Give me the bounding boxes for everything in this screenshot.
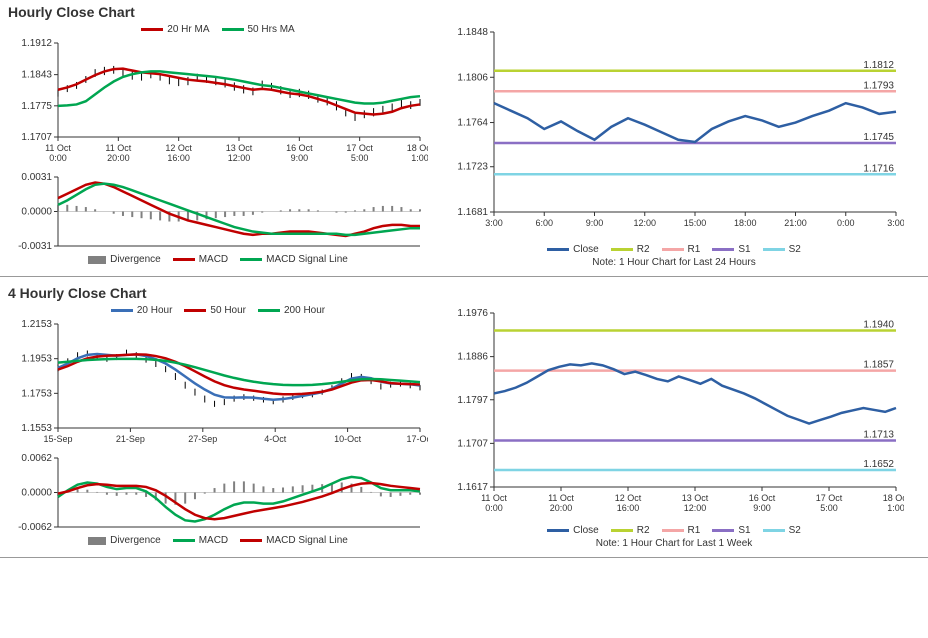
svg-text:1.1745: 1.1745 — [863, 132, 894, 143]
svg-text:15:00: 15:00 — [684, 218, 707, 228]
four-hourly-price-legend: 20 Hour50 Hour200 Hour — [8, 305, 428, 316]
svg-text:1.1764: 1.1764 — [457, 118, 488, 129]
svg-text:11 Oct: 11 Oct — [105, 143, 131, 153]
svg-text:5:00: 5:00 — [351, 153, 369, 163]
svg-text:1.1707: 1.1707 — [457, 438, 488, 449]
svg-text:3:00: 3:00 — [887, 218, 904, 228]
svg-text:16:00: 16:00 — [617, 503, 640, 513]
svg-text:12 Oct: 12 Oct — [165, 143, 192, 153]
hourly-macd-legend: DivergenceMACDMACD Signal Line — [8, 254, 428, 265]
svg-text:17-Oct: 17-Oct — [406, 434, 428, 444]
svg-text:20:00: 20:00 — [107, 153, 130, 163]
four-hourly-macd-chart: -0.0062 0.0000 0.0062 — [8, 448, 428, 533]
svg-text:1.1716: 1.1716 — [863, 163, 894, 174]
four-hourly-macd-legend: DivergenceMACDMACD Signal Line — [8, 535, 428, 546]
svg-text:1.1886: 1.1886 — [457, 352, 488, 363]
svg-text:21-Sep: 21-Sep — [116, 434, 145, 444]
four-hourly-sr-chart: 1.16171.17071.17971.18861.197611 Oct0:00… — [444, 303, 904, 523]
svg-text:1.1940: 1.1940 — [863, 319, 894, 330]
svg-text:11 Oct: 11 Oct — [481, 493, 507, 503]
four-hourly-section: 4 Hourly Close Chart 20 Hour50 Hour200 H… — [0, 281, 928, 553]
divider-bottom — [0, 557, 928, 558]
svg-text:0:00: 0:00 — [837, 218, 855, 228]
svg-text:1.1753: 1.1753 — [21, 388, 52, 399]
svg-text:0:00: 0:00 — [49, 153, 67, 163]
hourly-section: Hourly Close Chart 20 Hr MA50 Hrs MA 1.1… — [0, 0, 928, 272]
svg-text:13 Oct: 13 Oct — [226, 143, 253, 153]
svg-text:1.1713: 1.1713 — [863, 429, 894, 440]
svg-text:1.1797: 1.1797 — [457, 395, 488, 406]
svg-text:1.1553: 1.1553 — [21, 423, 52, 434]
svg-text:27-Sep: 27-Sep — [188, 434, 217, 444]
svg-text:18:00: 18:00 — [734, 218, 757, 228]
svg-text:11 Oct: 11 Oct — [548, 493, 574, 503]
svg-text:0:00: 0:00 — [485, 503, 503, 513]
svg-text:-0.0031: -0.0031 — [18, 241, 52, 252]
svg-text:17 Oct: 17 Oct — [816, 493, 843, 503]
four-hourly-sr-legend: CloseR2R1S1S2 — [444, 525, 904, 536]
svg-text:1:00: 1:00 — [887, 503, 904, 513]
divider — [0, 276, 928, 277]
svg-text:1.1812: 1.1812 — [863, 60, 894, 71]
hourly-sr-legend: CloseR2R1S1S2 — [444, 244, 904, 255]
svg-text:9:00: 9:00 — [291, 153, 309, 163]
svg-text:12:00: 12:00 — [633, 218, 656, 228]
four-hourly-title: 4 Hourly Close Chart — [8, 285, 920, 301]
svg-text:0.0031: 0.0031 — [21, 172, 52, 183]
svg-text:1.1617: 1.1617 — [457, 482, 488, 493]
svg-text:12:00: 12:00 — [684, 503, 707, 513]
svg-text:9:00: 9:00 — [753, 503, 771, 513]
hourly-title: Hourly Close Chart — [8, 4, 920, 20]
svg-text:0.0000: 0.0000 — [21, 488, 52, 499]
svg-text:1.1723: 1.1723 — [457, 162, 488, 173]
hourly-sr-note: Note: 1 Hour Chart for Last 24 Hours — [444, 257, 904, 268]
svg-text:20:00: 20:00 — [550, 503, 573, 513]
svg-text:17 Oct: 17 Oct — [346, 143, 373, 153]
svg-text:5:00: 5:00 — [820, 503, 838, 513]
svg-text:13 Oct: 13 Oct — [682, 493, 709, 503]
svg-text:1:00: 1:00 — [411, 153, 428, 163]
svg-text:1.1843: 1.1843 — [21, 70, 52, 81]
hourly-sr-chart: 1.1681 1.1723 1.1764 1.1806 1.1848 3:00 6:00 9:… — [444, 22, 904, 242]
svg-text:1.2153: 1.2153 — [21, 319, 52, 330]
svg-text:18 Oct: 18 Oct — [883, 493, 904, 503]
svg-text:18 Oct: 18 Oct — [407, 143, 428, 153]
svg-text:12:00: 12:00 — [228, 153, 251, 163]
four-hourly-price-chart: 1.1553 1.1753 1.1953 1.2153 15-Sep 21-Sep 27-S… — [8, 318, 428, 448]
svg-text:16 Oct: 16 Oct — [286, 143, 313, 153]
svg-text:1.1793: 1.1793 — [863, 80, 894, 91]
svg-text:15-Sep: 15-Sep — [43, 434, 72, 444]
svg-text:1.1775: 1.1775 — [21, 101, 52, 112]
svg-text:1.1848: 1.1848 — [457, 27, 488, 38]
svg-text:1.1806: 1.1806 — [457, 72, 488, 83]
hourly-macd-chart: -0.0031 0.0000 0.0031 — [8, 167, 428, 252]
svg-text:-0.0062: -0.0062 — [18, 522, 52, 533]
svg-text:1.1681: 1.1681 — [457, 207, 488, 218]
svg-text:0.0062: 0.0062 — [21, 453, 52, 464]
svg-text:1.1976: 1.1976 — [457, 308, 488, 319]
svg-text:9:00: 9:00 — [586, 218, 604, 228]
svg-text:21:00: 21:00 — [784, 218, 807, 228]
hourly-price-legend: 20 Hr MA50 Hrs MA — [8, 24, 428, 35]
svg-text:16 Oct: 16 Oct — [749, 493, 776, 503]
svg-text:1.1652: 1.1652 — [863, 459, 894, 470]
svg-text:6:00: 6:00 — [535, 218, 553, 228]
four-hourly-sr-note: Note: 1 Hour Chart for Last 1 Week — [444, 538, 904, 549]
svg-text:4-Oct: 4-Oct — [264, 434, 287, 444]
hourly-price-chart: 1.17071.17751.18431.191211 Oct0:0011 Oct… — [8, 37, 428, 167]
svg-text:10-Oct: 10-Oct — [334, 434, 362, 444]
svg-text:16:00: 16:00 — [167, 153, 190, 163]
svg-text:12 Oct: 12 Oct — [615, 493, 642, 503]
svg-text:1.1953: 1.1953 — [21, 354, 52, 365]
svg-text:3:00: 3:00 — [485, 218, 503, 228]
svg-text:11 Oct: 11 Oct — [45, 143, 71, 153]
svg-text:1.1857: 1.1857 — [863, 360, 894, 371]
svg-text:1.1707: 1.1707 — [21, 132, 52, 143]
svg-text:1.1912: 1.1912 — [21, 38, 52, 49]
svg-text:0.0000: 0.0000 — [21, 207, 52, 218]
